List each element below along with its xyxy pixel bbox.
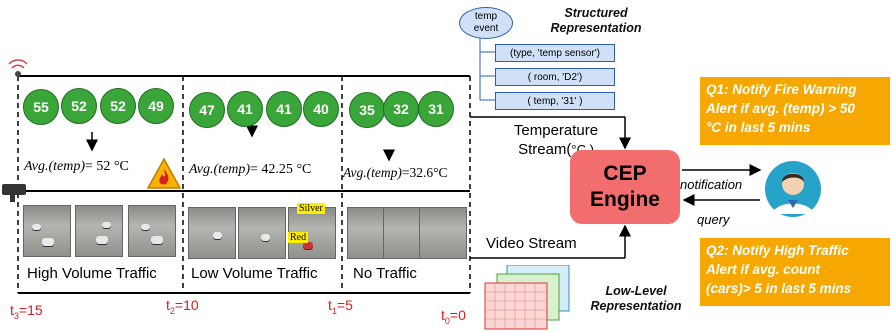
traffic-label-low: Low Volume Traffic [191, 265, 318, 282]
cep-engine: CEP Engine [570, 150, 680, 224]
traffic-frame [75, 205, 123, 257]
reading-circle: 49 [138, 88, 174, 124]
avg-temp-1: Avg.(temp)= 52 °C [24, 159, 129, 174]
structured-rep-title: Structured Representation [550, 6, 642, 35]
reading-circle: 35 [349, 92, 385, 128]
reading-circle: 40 [303, 91, 339, 127]
fire-warning-icon [146, 157, 182, 189]
car-tag-silver: Silver [297, 203, 325, 214]
traffic-frame [188, 207, 236, 259]
reading-circle: 31 [418, 91, 454, 127]
traffic-frame [128, 205, 176, 257]
struct-attr-room: ( room, 'D2') [495, 68, 615, 86]
user-icon [765, 161, 821, 217]
reading-circle: 52 [100, 88, 136, 124]
traffic-frame [23, 205, 71, 257]
time-t3: t3=15 [10, 302, 43, 321]
struct-attr-type: (type, 'temp sensor') [495, 44, 615, 62]
low-level-rep-title: Low-Level Representation [590, 284, 682, 313]
low-level-matrix-icon [484, 265, 570, 330]
video-stream-label: Video Stream [486, 235, 577, 252]
avg-temp-2: Avg.(temp)= 42.25 °C [189, 162, 312, 177]
query-box-q1: Q1: Notify Fire Warning Alert if avg. (te… [700, 77, 890, 145]
notification-label: notification [680, 177, 743, 192]
traffic-frame [238, 207, 286, 259]
temp-event-node: temp event [459, 7, 513, 39]
traffic-label-none: No Traffic [353, 265, 417, 282]
time-t0: t0=0 [441, 307, 466, 326]
query-label: query [697, 212, 730, 227]
car-tag-red: Red [288, 232, 309, 243]
traffic-frame [419, 207, 467, 259]
reading-circle: 52 [61, 88, 97, 124]
reading-circle: 47 [189, 92, 225, 128]
avg-temp-3: Avg.(temp)=32.6°C [343, 165, 448, 180]
query-box-q2: Q2: Notify High Traffic Alert if avg. cou… [700, 238, 890, 306]
struct-attr-temp: ( temp, '31' ) [495, 92, 615, 110]
reading-circle: 55 [23, 89, 59, 125]
reading-circle: 32 [383, 91, 419, 127]
time-t2: t2=10 [166, 297, 199, 316]
reading-circle: 41 [266, 91, 302, 127]
time-t1: t1=5 [328, 297, 353, 316]
reading-circle: 41 [227, 91, 263, 127]
traffic-label-high: High Volume Traffic [27, 265, 157, 282]
